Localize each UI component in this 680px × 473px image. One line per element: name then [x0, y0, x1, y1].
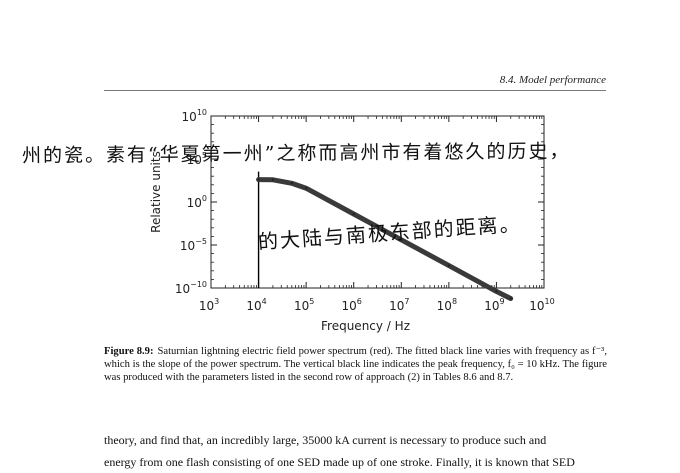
spectrum-point — [352, 212, 355, 216]
caption-label: Figure 8.9: — [104, 346, 154, 357]
body-paragraph: theory, and find that, an incredibly lar… — [104, 429, 607, 473]
spectrum-point — [304, 187, 308, 190]
y-tick-label: 1010 — [182, 108, 207, 124]
x-tick-label: 105 — [294, 297, 314, 313]
spectrum-point — [509, 297, 512, 300]
body-line-1: theory, and find that, an incredibly lar… — [104, 433, 547, 447]
figure-caption: Figure 8.9: Saturnian lightning electric … — [104, 345, 607, 384]
y-tick-label: 10−10 — [175, 280, 207, 296]
running-header: 8.4. Model performance — [104, 73, 606, 91]
x-tick-label: 109 — [484, 297, 504, 313]
spectrum-point — [495, 290, 498, 293]
x-tick-label: 106 — [342, 297, 362, 313]
section-header: 8.4. Model performance — [499, 74, 606, 86]
x-tick-label: 108 — [437, 297, 457, 313]
spectrum-chart: 103 104 105 106 107 108 109 1010101010510010−51… — [149, 108, 555, 333]
spectrum-point — [290, 182, 294, 185]
y-tick-label: 100 — [187, 194, 207, 210]
x-tick-label: 103 — [199, 297, 219, 313]
x-tick-label: 107 — [389, 297, 409, 313]
y-tick-label: 10−5 — [180, 237, 207, 253]
handwritten-annotation-1: 州的瓷。素有“华夏第一州”之称而高州市有着悠久的历史， — [21, 140, 571, 167]
x-axis-title: Frequency / Hz — [321, 319, 410, 333]
caption-text: Saturnian lightning electric field power… — [104, 346, 607, 383]
body-line-2: energy from one flash consisting of one … — [104, 455, 575, 469]
y-axis-title: Relative units — [149, 151, 163, 233]
x-tick-label: 1010 — [529, 297, 554, 313]
spectrum-point — [447, 264, 451, 267]
spectrum-point — [400, 238, 403, 242]
figure: 103 104 105 106 107 108 109 1010 1010 105 100 10−5 1… — [149, 108, 570, 340]
spectrum-point — [271, 178, 275, 182]
spectrum-point — [257, 178, 260, 181]
x-tick-label: 104 — [246, 297, 266, 313]
